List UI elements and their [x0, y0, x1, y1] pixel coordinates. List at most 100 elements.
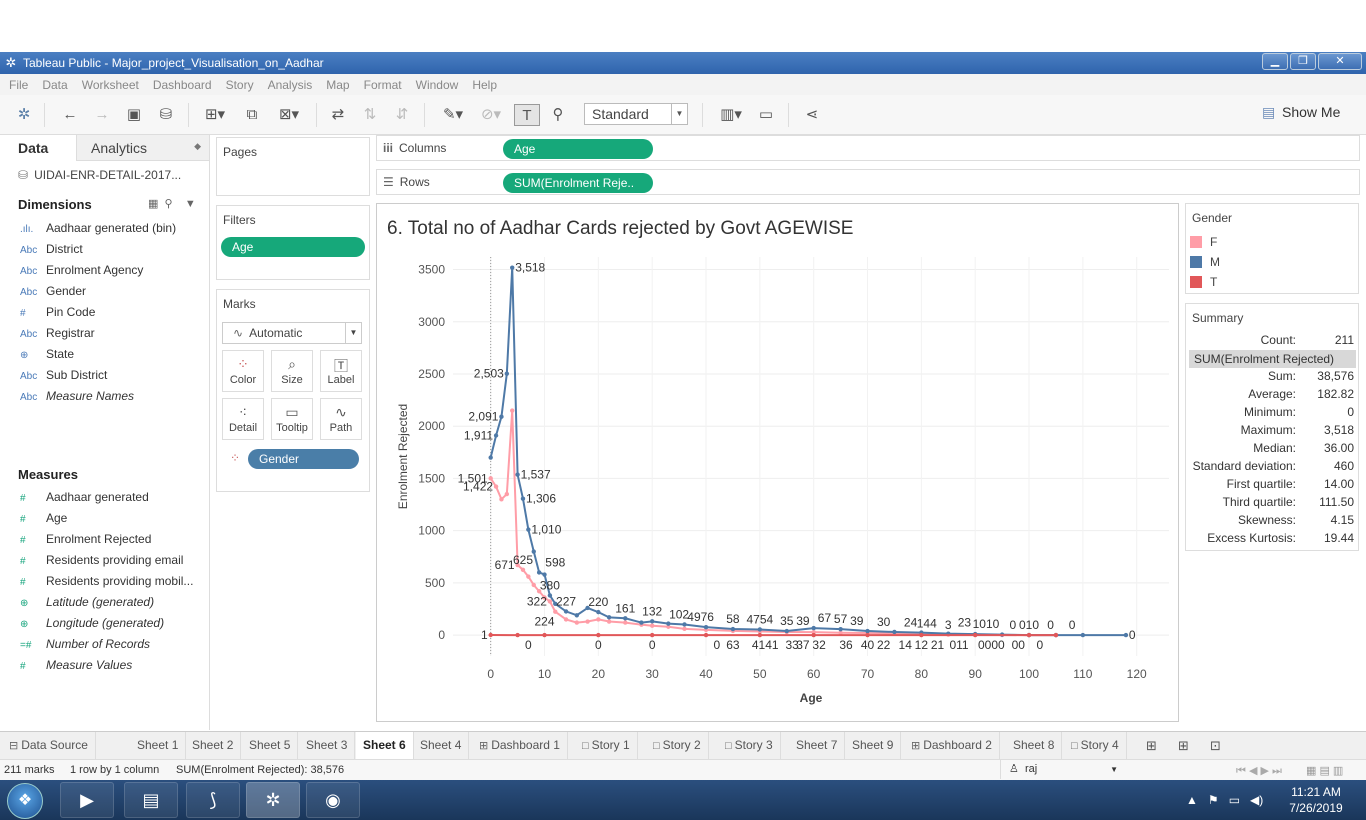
new-story-tab-icon[interactable]: ⊡: [1210, 738, 1221, 753]
save-icon[interactable]: ▣: [126, 106, 142, 123]
detail-button[interactable]: ⁖ Detail: [222, 398, 264, 440]
legend-item-t[interactable]: T: [1190, 275, 1217, 289]
sheet-tab-story-1[interactable]: □ Story 1: [575, 732, 638, 759]
show-me-button[interactable]: ▤ Show Me: [1262, 104, 1340, 121]
sheet-tab-sheet-2[interactable]: Sheet 2: [185, 732, 242, 759]
undo-icon[interactable]: ←: [62, 106, 78, 123]
tab-analytics[interactable]: Analytics ◆: [76, 135, 209, 161]
legend-item-m[interactable]: M: [1190, 255, 1220, 269]
menu-worksheet[interactable]: Worksheet: [81, 77, 139, 92]
columns-shelf[interactable]: iii Columns Age: [376, 135, 1360, 161]
dimension-state[interactable]: ⊕ State: [20, 347, 74, 365]
sort-desc-icon[interactable]: ⇵: [395, 106, 409, 123]
menu-file[interactable]: File: [9, 77, 29, 92]
new-worksheet-tab-icon[interactable]: ⊞: [1146, 738, 1157, 753]
size-button[interactable]: ⌕ Size: [271, 350, 313, 392]
sheet-tab-story-2[interactable]: □ Story 2: [646, 732, 709, 759]
measure-residents-providing-mobil[interactable]: # Residents providing mobil...: [20, 574, 193, 592]
group-icon[interactable]: ⊘▾: [480, 106, 502, 123]
view-cards-icon[interactable]: ▥▾: [720, 106, 742, 123]
measure-aadhaar-generated[interactable]: # Aadhaar generated: [20, 490, 149, 508]
sort-asc-icon[interactable]: ⇅: [363, 106, 377, 123]
tray-up-icon[interactable]: ▲: [1186, 793, 1198, 807]
user-select[interactable]: ♙ raj ▼: [1000, 760, 1124, 779]
color-button[interactable]: ⁘ Color: [222, 350, 264, 392]
tableau-taskbar-icon[interactable]: ✲: [246, 782, 300, 818]
sheet-tab-sheet-5[interactable]: Sheet 5: [242, 732, 299, 759]
flag-icon[interactable]: ⚑: [1207, 793, 1219, 807]
dimension-measure-names[interactable]: Abc Measure Names: [20, 389, 134, 407]
menu-window[interactable]: Window: [415, 77, 459, 92]
datasource-item[interactable]: ⛁ UIDAI-ENR-DETAIL-2017...: [18, 168, 181, 182]
sheet-tab-sheet-4[interactable]: Sheet 4: [413, 732, 470, 759]
new-worksheet-icon[interactable]: ⊞▾: [204, 106, 226, 123]
chevron-down-icon[interactable]: ▼: [184, 198, 196, 210]
mark-type-select[interactable]: ∿ Automatic ▼: [222, 322, 362, 344]
measure-longitude-generated[interactable]: ⊕ Longitude (generated): [20, 616, 164, 634]
search-icon[interactable]: ⚲: [164, 198, 173, 210]
dimension-sub-district[interactable]: Abc Sub District: [20, 368, 107, 386]
tab-data[interactable]: Data: [0, 135, 76, 161]
filters-shelf[interactable]: Filters Age: [216, 205, 370, 280]
network-icon[interactable]: ▭: [1228, 793, 1241, 807]
show-labels-icon[interactable]: T: [514, 104, 540, 126]
clock[interactable]: 11:21 AM 7/26/2019: [1280, 784, 1352, 816]
measure-residents-providing-email[interactable]: # Residents providing email: [20, 553, 183, 571]
menu-analysis[interactable]: Analysis: [267, 77, 313, 92]
measure-age[interactable]: # Age: [20, 511, 67, 529]
swap-icon[interactable]: ⇄: [331, 106, 345, 123]
dimension-enrolment-agency[interactable]: Abc Enrolment Agency: [20, 263, 143, 281]
measure-latitude-generated[interactable]: ⊕ Latitude (generated): [20, 595, 154, 613]
tooltip-button[interactable]: ▭ Tooltip: [271, 398, 313, 440]
file-explorer-icon[interactable]: ▤: [124, 782, 178, 818]
chrome-icon[interactable]: ◉: [306, 782, 360, 818]
highlight-icon[interactable]: ✎▾: [442, 106, 464, 123]
view-toggle-icon[interactable]: ▦ ▤ ▥: [1306, 765, 1344, 777]
sheet-tab-sheet-6[interactable]: Sheet 6: [356, 732, 414, 759]
sheet-tab-sheet-8[interactable]: Sheet 8: [1006, 732, 1063, 759]
sheet-tab-data-source[interactable]: ⊟ Data Source: [2, 732, 96, 759]
columns-pill-age[interactable]: Age: [503, 139, 653, 159]
dimension-district[interactable]: Abc District: [20, 242, 83, 260]
media-player-icon[interactable]: ▶: [60, 782, 114, 818]
pages-shelf[interactable]: Pages: [216, 137, 370, 196]
python-icon[interactable]: ⟆: [186, 782, 240, 818]
nav-arrows-icon[interactable]: ⏮ ◀ ▶ ⏭: [1236, 765, 1282, 777]
close-button[interactable]: ✕: [1318, 53, 1362, 70]
fit-select[interactable]: Standard ▼: [584, 103, 688, 125]
volume-icon[interactable]: ◀): [1250, 793, 1264, 807]
filter-pill-age[interactable]: Age: [221, 237, 365, 257]
measure-number-of-records[interactable]: =# Number of Records: [20, 637, 150, 655]
menu-format[interactable]: Format: [363, 77, 402, 92]
rows-pill-enrolment[interactable]: SUM(Enrolment Reje..: [503, 173, 653, 193]
dimension-pin-code[interactable]: # Pin Code: [20, 305, 95, 323]
menu-dashboard[interactable]: Dashboard: [152, 77, 212, 92]
menu-story[interactable]: Story: [225, 77, 254, 92]
label-button[interactable]: 🅃 Label: [320, 350, 362, 392]
duplicate-sheet-icon[interactable]: ⧉: [246, 106, 258, 123]
clear-sheet-icon[interactable]: ⊠▾: [278, 106, 300, 123]
view-list-icon[interactable]: ▦: [148, 198, 159, 210]
menu-data[interactable]: Data: [42, 77, 68, 92]
minimize-button[interactable]: ▁: [1262, 53, 1288, 70]
new-datasource-icon[interactable]: ⛁: [159, 106, 173, 123]
dimension-gender[interactable]: Abc Gender: [20, 284, 86, 302]
restore-button[interactable]: ❐: [1290, 53, 1316, 70]
sheet-tab-dashboard-2[interactable]: ⊞ Dashboard 2: [904, 732, 1000, 759]
pin-icon[interactable]: ⚲: [552, 106, 564, 123]
sheet-tab-sheet-7[interactable]: Sheet 7: [789, 732, 846, 759]
dimension-aadhaar-generated-bin[interactable]: .ılı. Aadhaar generated (bin): [20, 221, 176, 239]
sheet-tab-story-4[interactable]: □ Story 4: [1064, 732, 1127, 759]
dimension-registrar[interactable]: Abc Registrar: [20, 326, 95, 344]
sheet-tab-sheet-9[interactable]: Sheet 9: [845, 732, 902, 759]
sheet-tab-story-3[interactable]: □ Story 3: [718, 732, 781, 759]
windows-start-icon[interactable]: ❖: [7, 783, 43, 819]
sheet-tab-sheet-3[interactable]: Sheet 3: [299, 732, 356, 759]
mark-pill-gender[interactable]: Gender: [248, 449, 359, 469]
sheet-tab-dashboard-1[interactable]: ⊞ Dashboard 1: [472, 732, 568, 759]
menu-map[interactable]: Map: [326, 77, 350, 92]
redo-icon[interactable]: →: [94, 106, 110, 123]
collapse-icon[interactable]: ◆: [194, 141, 201, 151]
path-button[interactable]: ∿ Path: [320, 398, 362, 440]
